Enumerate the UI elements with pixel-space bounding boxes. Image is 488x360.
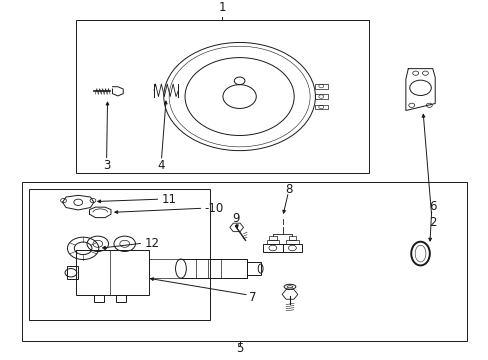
Bar — [288, 237, 296, 240]
Bar — [246, 262, 260, 275]
Bar — [29, 189, 210, 320]
Text: 12: 12 — [144, 237, 159, 249]
Text: 9: 9 — [232, 212, 240, 225]
Bar — [315, 84, 327, 89]
Text: 1: 1 — [218, 0, 226, 14]
Text: 4: 4 — [157, 159, 165, 172]
Circle shape — [163, 42, 315, 150]
Bar — [315, 94, 327, 99]
Bar — [67, 266, 78, 279]
Bar — [22, 182, 466, 341]
Text: 5: 5 — [235, 342, 243, 355]
Text: 7: 7 — [249, 291, 256, 305]
Bar — [76, 250, 149, 296]
Bar — [285, 240, 298, 244]
Bar — [116, 295, 126, 302]
Bar — [282, 244, 302, 252]
Text: 11: 11 — [161, 193, 176, 206]
Ellipse shape — [175, 259, 186, 278]
Text: 3: 3 — [102, 159, 110, 172]
Text: 8: 8 — [284, 183, 292, 195]
Bar — [76, 20, 368, 173]
Bar — [315, 104, 327, 109]
Bar — [263, 244, 282, 252]
Text: 2: 2 — [428, 216, 436, 229]
Text: -10: -10 — [204, 202, 223, 215]
Bar — [268, 237, 276, 240]
Bar — [94, 295, 103, 302]
Bar — [266, 240, 279, 244]
Bar — [181, 259, 246, 278]
Text: 6: 6 — [428, 200, 436, 213]
